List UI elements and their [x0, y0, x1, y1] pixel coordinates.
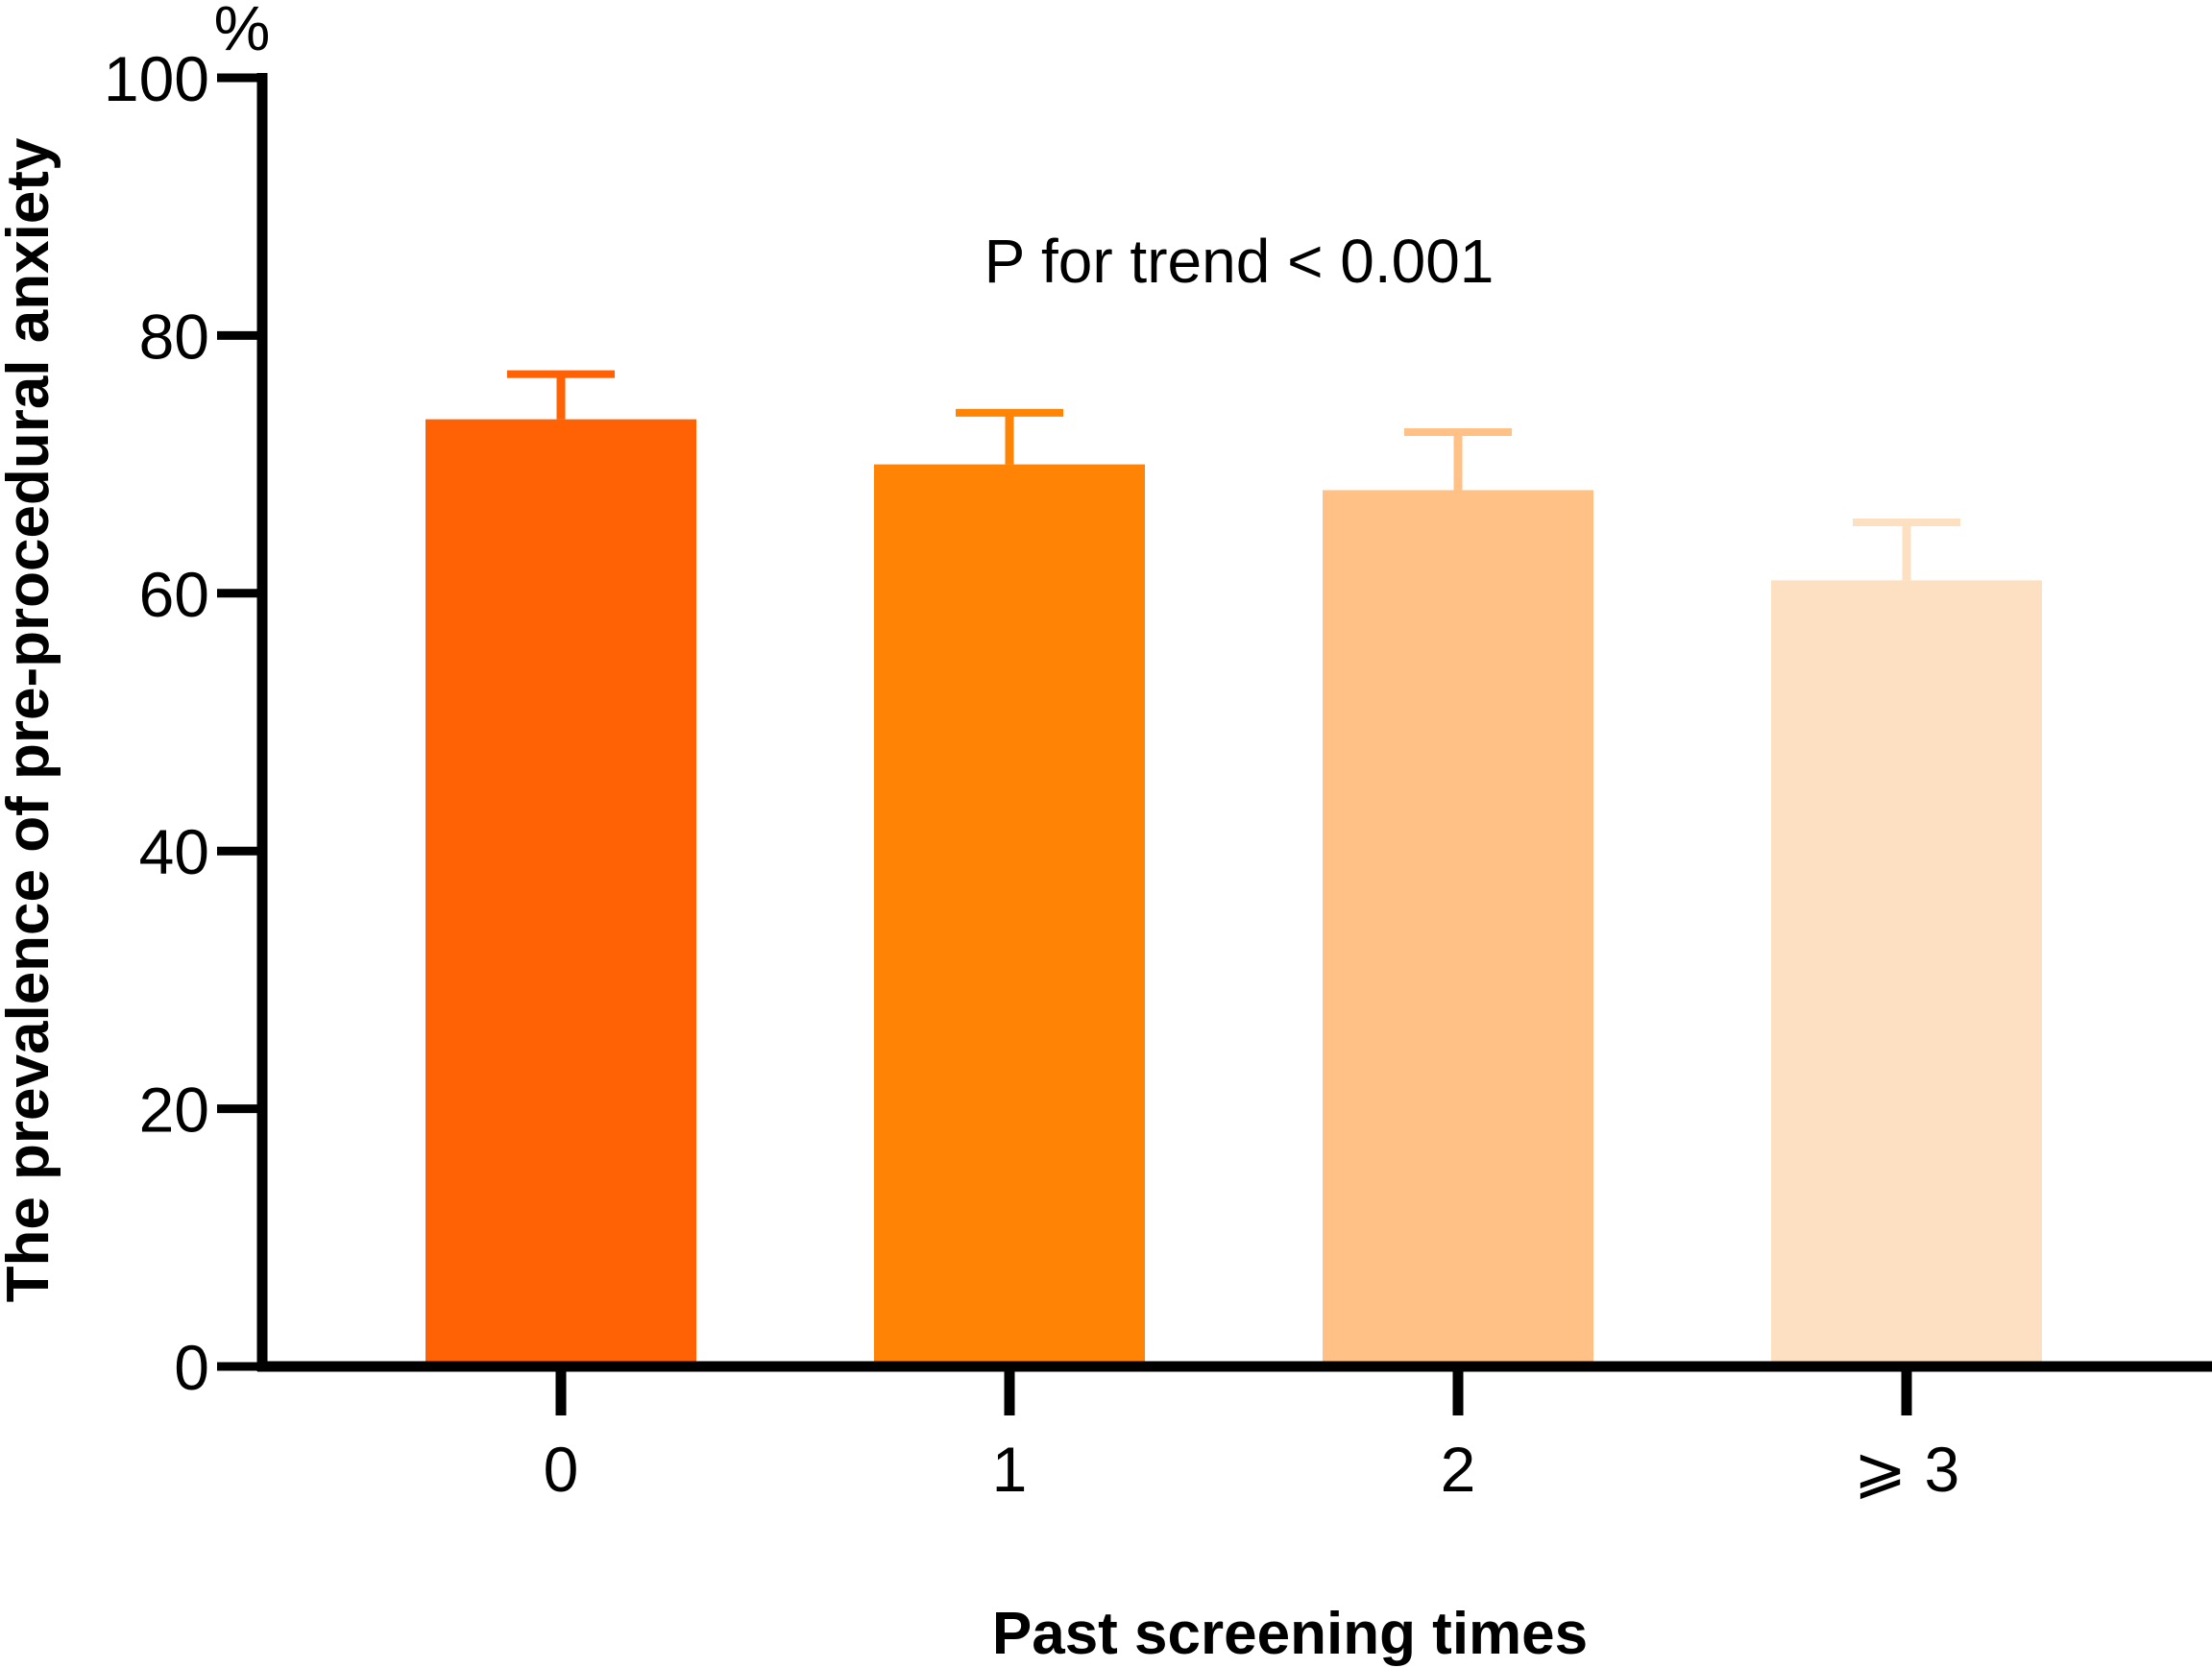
x-tick-label-0: 0: [544, 1434, 579, 1505]
bar-3: [1771, 580, 2042, 1366]
x-tick-label-3: ⩾ 3: [1854, 1434, 1959, 1505]
y-ticks: 0 20 40 60 80 100: [104, 43, 262, 1403]
y-tick-label-4: 80: [139, 301, 209, 372]
y-tick-label-3: 60: [139, 559, 209, 630]
y-tick-label-5: 100: [104, 43, 209, 114]
bars: [425, 419, 2042, 1367]
bar-1: [874, 464, 1145, 1367]
y-axis-title: The prevalence of pre-procedural anxiety: [0, 137, 61, 1302]
y-unit-label: %: [214, 0, 271, 63]
x-ticks: 0 1 2 ⩾ 3: [544, 1366, 1959, 1505]
y-tick-label-0: 0: [174, 1332, 209, 1403]
x-tick-label-1: 1: [992, 1434, 1028, 1505]
trend-annotation: P for trend < 0.001: [984, 227, 1495, 296]
bar-0: [425, 419, 696, 1366]
x-axis-title: Past screening times: [992, 1601, 1588, 1667]
x-tick-label-2: 2: [1441, 1434, 1476, 1505]
axes: [256, 73, 2212, 1372]
y-tick-label-2: 40: [139, 816, 209, 887]
y-tick-label-1: 20: [139, 1075, 209, 1146]
error-bars: [507, 370, 1960, 581]
bar-2: [1323, 490, 1593, 1366]
